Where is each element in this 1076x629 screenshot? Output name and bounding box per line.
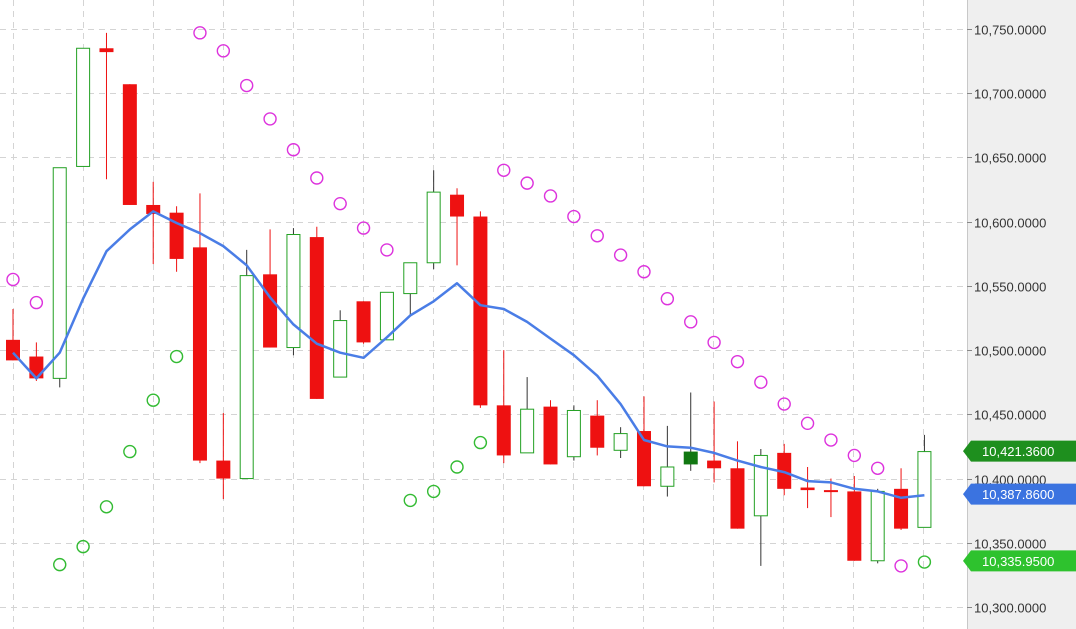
sar-dot <box>637 265 651 279</box>
candle-body <box>707 460 722 469</box>
sar-dot <box>403 493 417 508</box>
y-tick-label: 10,750.0000 <box>974 23 1046 38</box>
sar-dot <box>53 557 67 572</box>
candle-body <box>730 468 745 529</box>
y-tick-label: 10,600.0000 <box>974 216 1046 231</box>
candle-body <box>870 490 885 562</box>
price-tag-price <box>963 440 1076 462</box>
candle-body <box>683 451 698 465</box>
candle-body <box>823 490 838 493</box>
sar-dot <box>263 112 277 126</box>
candle-body <box>29 356 44 379</box>
price-tag-ma <box>963 483 1076 505</box>
candle-body <box>379 291 394 341</box>
sar-dot <box>29 295 44 310</box>
candle-body <box>917 451 932 528</box>
sar-dot <box>520 176 534 190</box>
y-tick-label: 10,450.0000 <box>974 408 1046 423</box>
candle-body <box>450 194 465 217</box>
candle-body <box>894 488 909 529</box>
sar-dot <box>660 292 675 306</box>
moving-average-line <box>12 210 925 500</box>
sar-dot <box>286 143 301 157</box>
sar-dot <box>777 397 791 411</box>
sar-dot <box>590 229 604 243</box>
sar-dot <box>6 272 20 287</box>
sar-dot <box>146 393 160 407</box>
candle-body <box>122 84 137 205</box>
candle-body <box>286 234 301 349</box>
sar-dot <box>894 559 908 573</box>
candle-body <box>52 167 67 379</box>
y-tick-label: 10,700.0000 <box>974 87 1046 102</box>
candle-body <box>566 409 581 458</box>
sar-dot <box>754 375 768 389</box>
sar-dot <box>707 335 721 350</box>
candle-body <box>660 466 675 487</box>
candle-body <box>76 47 91 167</box>
sar-dot <box>473 435 488 450</box>
candle-body <box>99 48 114 53</box>
sar-dot <box>800 416 815 431</box>
candle-body <box>473 216 488 406</box>
sar-dot <box>847 448 862 463</box>
candle-body <box>753 454 768 517</box>
candle-body <box>520 408 535 454</box>
sar-dot <box>450 460 464 474</box>
candle-body <box>356 301 371 343</box>
y-tick-label: 10,500.0000 <box>974 344 1046 359</box>
candle-body <box>543 406 558 465</box>
sar-dot <box>543 189 558 203</box>
sar-dot <box>123 444 137 459</box>
candle-body <box>496 405 511 456</box>
y-tick-label: 10,350.0000 <box>974 537 1046 552</box>
candle-body <box>192 247 207 461</box>
price-tag-label-price: 10,421.3600 <box>982 444 1054 459</box>
candle-body <box>216 460 231 479</box>
sar-dot <box>193 26 207 40</box>
price-tag-sar <box>963 550 1076 572</box>
sar-dot <box>169 349 184 364</box>
y-tick-label: 10,550.0000 <box>974 280 1046 295</box>
y-tick-label: 10,650.0000 <box>974 151 1046 166</box>
sar-dot <box>99 500 114 514</box>
sar-dot <box>917 555 932 569</box>
sar-dot <box>730 354 745 369</box>
price-tag-label-sar: 10,335.9500 <box>982 554 1054 569</box>
sar-dot <box>310 171 324 185</box>
candle-body <box>239 275 254 480</box>
sar-dot <box>216 44 231 58</box>
candle-body <box>403 262 418 295</box>
candle-body <box>263 274 278 348</box>
sar-dot <box>333 196 347 211</box>
candle-body <box>800 487 815 491</box>
price-axis-background <box>967 0 1076 629</box>
sar-dot <box>684 315 698 329</box>
sar-dot <box>824 433 838 447</box>
candle-body <box>590 415 605 448</box>
candle-body <box>146 204 161 214</box>
sar-dot <box>870 461 885 475</box>
candle-body <box>847 491 862 561</box>
candle-body <box>613 433 628 451</box>
candle-body <box>426 191 441 264</box>
candle-body <box>309 237 324 399</box>
sar-dot <box>76 539 90 554</box>
sar-dot <box>497 163 511 177</box>
y-tick-label: 10,300.0000 <box>974 601 1046 616</box>
sar-dot <box>613 248 628 262</box>
sar-dot <box>426 484 441 499</box>
sar-dot <box>380 243 394 257</box>
sar-dot <box>356 221 371 235</box>
sar-dot <box>239 78 254 93</box>
candle-body <box>636 431 651 487</box>
price-tag-label-ma: 10,387.8600 <box>982 487 1054 502</box>
sar-dot <box>567 209 581 224</box>
candle-body <box>333 320 348 378</box>
